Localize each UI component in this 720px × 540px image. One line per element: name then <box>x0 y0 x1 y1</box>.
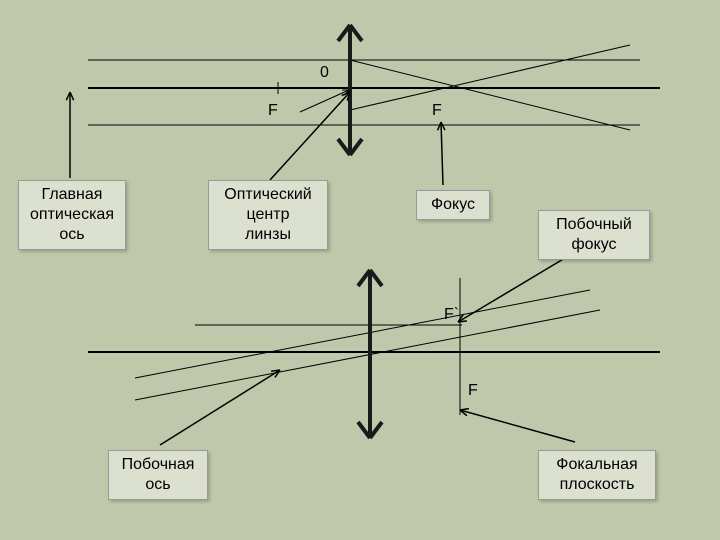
label-zero: 0 <box>320 64 329 82</box>
label-f-right: F <box>432 102 442 120</box>
label-f-bottom: F <box>468 382 478 400</box>
box-focus: Фокус <box>416 190 490 220</box>
box-main-axis: Главная оптическая ось <box>18 180 126 250</box>
diagram-canvas: 0 F F F` F Главная оптическая ось Оптиче… <box>0 0 720 540</box>
box-focal-plane: Фокальная плоскость <box>538 450 656 500</box>
box-secondary-axis: Побочная ось <box>108 450 208 500</box>
label-f-prime: F` <box>444 306 459 324</box>
label-f-left: F <box>268 102 278 120</box>
box-optic-center: Оптический центр линзы <box>208 180 328 250</box>
box-secondary-focus: Побочный фокус <box>538 210 650 260</box>
